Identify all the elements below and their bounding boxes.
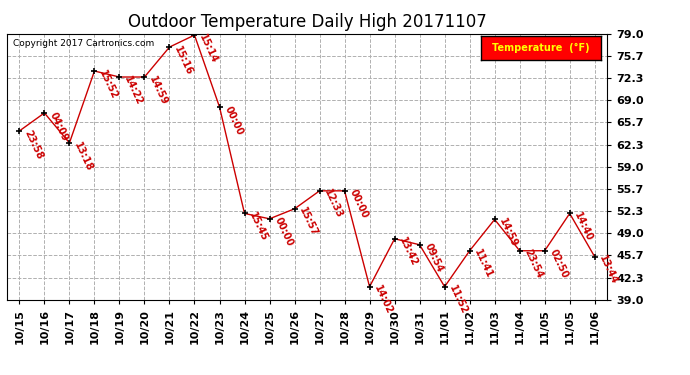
Text: 14:59: 14:59 xyxy=(497,217,520,249)
Text: 14:40: 14:40 xyxy=(573,211,595,243)
Text: Copyright 2017 Cartronics.com: Copyright 2017 Cartronics.com xyxy=(13,39,154,48)
Text: 15:14: 15:14 xyxy=(197,32,219,64)
Text: 00:00: 00:00 xyxy=(347,188,370,220)
Text: 13:18: 13:18 xyxy=(72,140,95,172)
Text: 13:44: 13:44 xyxy=(598,254,620,286)
Text: 23:54: 23:54 xyxy=(522,248,544,280)
Text: 14:02: 14:02 xyxy=(373,284,395,316)
Text: 04:09: 04:09 xyxy=(47,110,70,142)
Text: 23:58: 23:58 xyxy=(22,128,44,160)
Text: 00:00: 00:00 xyxy=(273,216,295,248)
Text: 11:41: 11:41 xyxy=(473,248,495,280)
Text: 12:33: 12:33 xyxy=(322,188,344,220)
Text: 15:45: 15:45 xyxy=(247,211,270,243)
Text: 15:16: 15:16 xyxy=(172,44,195,76)
Text: 13:42: 13:42 xyxy=(397,236,420,268)
Text: 11:52: 11:52 xyxy=(447,284,470,316)
Text: 15:57: 15:57 xyxy=(297,206,319,238)
Text: 00:00: 00:00 xyxy=(222,104,244,136)
Text: 14:59: 14:59 xyxy=(147,74,170,106)
Text: 02:50: 02:50 xyxy=(547,248,570,280)
Title: Outdoor Temperature Daily High 20171107: Outdoor Temperature Daily High 20171107 xyxy=(128,13,486,31)
Text: 14:22: 14:22 xyxy=(122,74,144,106)
Text: 15:52: 15:52 xyxy=(97,68,119,100)
Text: 09:54: 09:54 xyxy=(422,242,444,274)
